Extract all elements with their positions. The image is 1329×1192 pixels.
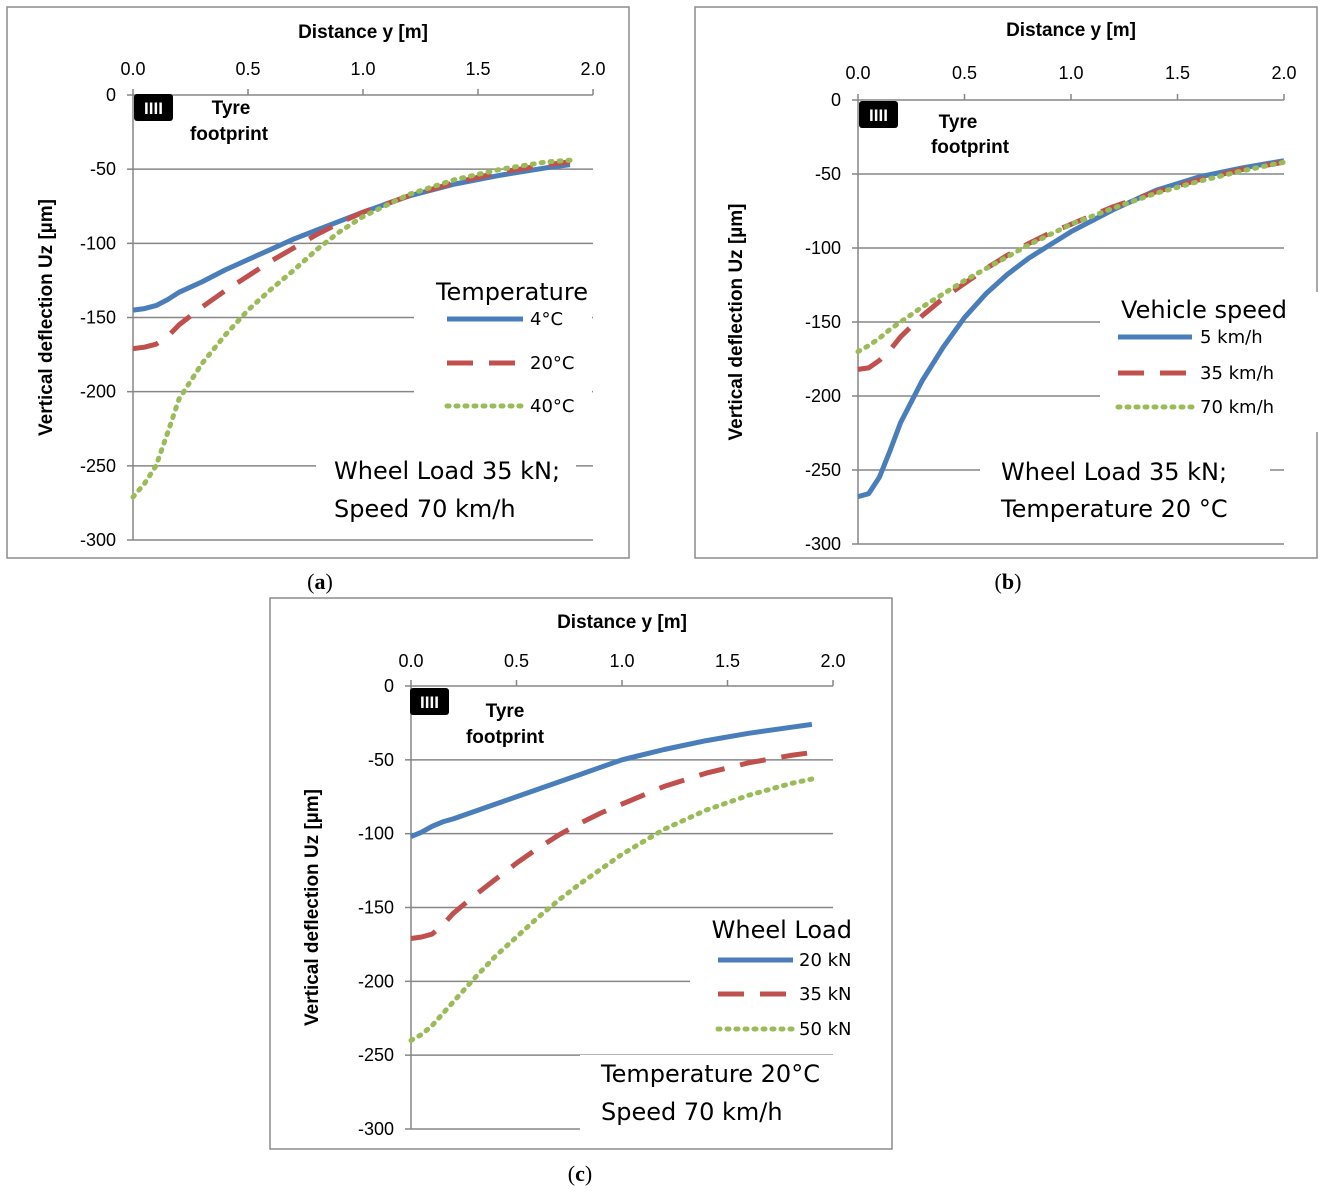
legend-label: 20 kN <box>799 950 852 971</box>
x-tick-label: 1.0 <box>1058 63 1083 83</box>
chart-note: Wheel Load 35 kN; <box>334 457 560 485</box>
panel-caption: (b) <box>995 569 1022 594</box>
panel-caption-letter: a <box>315 569 326 594</box>
y-tick-label: 0 <box>106 85 116 105</box>
y-axis-title: Vertical deflection Uz [µm] <box>302 789 323 1026</box>
legend-label: 35 kN <box>799 984 852 1005</box>
x-tick-label: 1.5 <box>1165 63 1190 83</box>
legend-label: 20°C <box>530 353 574 374</box>
tyre-footprint-badge-label: IIII <box>144 99 163 118</box>
chart-note: Wheel Load 35 kN; <box>1001 458 1227 486</box>
series-line-40-c <box>130 157 573 500</box>
series-line-70-km-h <box>855 159 1287 355</box>
x-tick-label: 2.0 <box>1271 63 1296 83</box>
y-axis-title: Vertical deflection Uz [µm] <box>36 199 57 436</box>
panel-caption-letter: c <box>575 1161 585 1186</box>
y-tick-label: -250 <box>358 1045 394 1065</box>
x-tick-label: 2.0 <box>580 59 605 79</box>
legend-label: 50 kN <box>799 1019 852 1040</box>
x-axis-title: Distance y [m] <box>298 22 428 43</box>
x-tick-label: 1.5 <box>465 59 490 79</box>
x-tick-label: 1.0 <box>609 651 634 671</box>
y-axis-title: Vertical deflection Uz [µm] <box>726 204 747 441</box>
y-tick-label: -250 <box>80 456 116 476</box>
panel-caption-letter: b <box>1002 569 1014 594</box>
y-tick-label: -50 <box>90 159 116 179</box>
legend-label: 40°C <box>530 396 574 417</box>
x-tick-label: 1.0 <box>350 59 375 79</box>
y-tick-label: -200 <box>358 971 394 991</box>
y-tick-label: -50 <box>368 750 394 770</box>
tyre-footprint-badge-label: IIII <box>869 106 888 125</box>
legend-title: Vehicle speed <box>1121 296 1287 324</box>
series-line-35-kn <box>410 750 813 941</box>
series-line-50-kn <box>408 776 815 1043</box>
footprint-label: footprint <box>466 727 545 748</box>
series-line-20-c <box>132 159 571 352</box>
y-tick-label: 0 <box>831 90 841 110</box>
y-tick-label: 0 <box>384 676 394 696</box>
legend-title: Temperature <box>435 278 588 306</box>
x-axis-title: Distance y [m] <box>557 612 687 633</box>
series-line-4-c <box>132 162 571 313</box>
tyre-footprint-icon <box>134 94 173 121</box>
x-tick-label: 0.5 <box>235 59 260 79</box>
x-tick-label: 0.0 <box>845 63 870 83</box>
footprint-label: Tyre <box>212 98 251 119</box>
y-tick-label: -100 <box>80 233 116 253</box>
y-tick-label: -150 <box>358 898 394 918</box>
legend-label: 5 km/h <box>1200 327 1263 348</box>
panel-caption: (c) <box>568 1161 592 1186</box>
x-tick-label: 0.0 <box>398 651 423 671</box>
y-tick-label: -150 <box>805 312 841 332</box>
legend-label: 4°C <box>530 309 563 330</box>
y-tick-label: -250 <box>805 460 841 480</box>
legend-label: 70 km/h <box>1200 397 1274 418</box>
x-tick-label: 0.0 <box>120 59 145 79</box>
legend-label: 35 km/h <box>1200 363 1274 384</box>
footprint-label: footprint <box>931 137 1010 158</box>
y-tick-label: -150 <box>80 308 116 328</box>
y-tick-label: -50 <box>815 164 841 184</box>
tyre-footprint-icon <box>859 101 898 128</box>
chart-panel-c: 0.0 0.5 1.0 1.5 2.0 0 -50 -100 -150 -200 -250 -300 D… <box>269 597 893 1186</box>
chart-note: Speed 70 km/h <box>334 495 516 523</box>
footprint-label: Tyre <box>486 701 525 722</box>
x-tick-label: 2.0 <box>820 651 845 671</box>
chart-panel-b: 0.0 0.5 1.0 1.5 2.0 0 -50 -100 -150 -200 -250 -300 D… <box>694 6 1320 594</box>
y-tick-label: -200 <box>805 386 841 406</box>
y-tick-label: -300 <box>358 1119 394 1139</box>
footprint-label: footprint <box>190 124 269 145</box>
note-background <box>980 452 1270 532</box>
note-background <box>316 450 576 538</box>
x-tick-label: 1.5 <box>715 651 740 671</box>
x-tick-label: 0.5 <box>504 651 529 671</box>
y-tick-label: -300 <box>805 534 841 554</box>
chart-note: Temperature 20 °C <box>1000 495 1228 523</box>
y-tick-label: -300 <box>80 530 116 550</box>
y-tick-label: -200 <box>80 382 116 402</box>
x-axis-title: Distance y [m] <box>1006 20 1136 41</box>
footprint-label: Tyre <box>939 112 978 133</box>
note-background <box>580 1055 850 1137</box>
y-tick-label: -100 <box>805 238 841 258</box>
tyre-footprint-icon <box>410 688 449 715</box>
series-line-20-kn <box>410 721 813 839</box>
tyre-footprint-badge-label: IIII <box>420 693 439 712</box>
chart-note: Speed 70 km/h <box>601 1098 783 1126</box>
chart-panel-a: 0.0 0.5 1.0 1.5 2.0 0 -50 -100 -150 -200 -250 -300 D… <box>6 6 630 594</box>
chart-note: Temperature 20°C <box>600 1060 820 1088</box>
legend-title: Wheel Load <box>712 916 852 944</box>
y-tick-label: -100 <box>358 824 394 844</box>
panel-caption: (a) <box>307 569 333 594</box>
x-tick-label: 0.5 <box>952 63 977 83</box>
